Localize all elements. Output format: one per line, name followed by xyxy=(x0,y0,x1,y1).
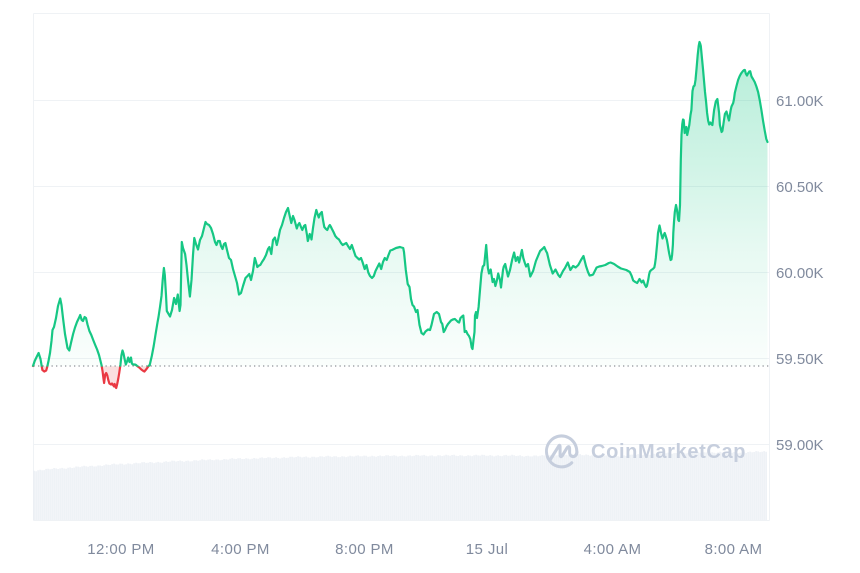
svg-text:59.50K: 59.50K xyxy=(776,351,824,368)
svg-text:60.50K: 60.50K xyxy=(776,179,824,196)
svg-text:12:00 PM: 12:00 PM xyxy=(87,541,154,558)
svg-text:61.00K: 61.00K xyxy=(776,93,824,110)
svg-text:4:00 AM: 4:00 AM xyxy=(584,541,642,558)
svg-text:4:00 PM: 4:00 PM xyxy=(211,541,270,558)
svg-text:8:00 PM: 8:00 PM xyxy=(335,541,394,558)
svg-text:59.00K: 59.00K xyxy=(776,437,824,454)
svg-text:8:00 AM: 8:00 AM xyxy=(705,541,763,558)
svg-text:15 Jul: 15 Jul xyxy=(466,541,508,558)
svg-text:60.00K: 60.00K xyxy=(776,265,824,282)
svg-text:CoinMarketCap: CoinMarketCap xyxy=(591,441,746,463)
